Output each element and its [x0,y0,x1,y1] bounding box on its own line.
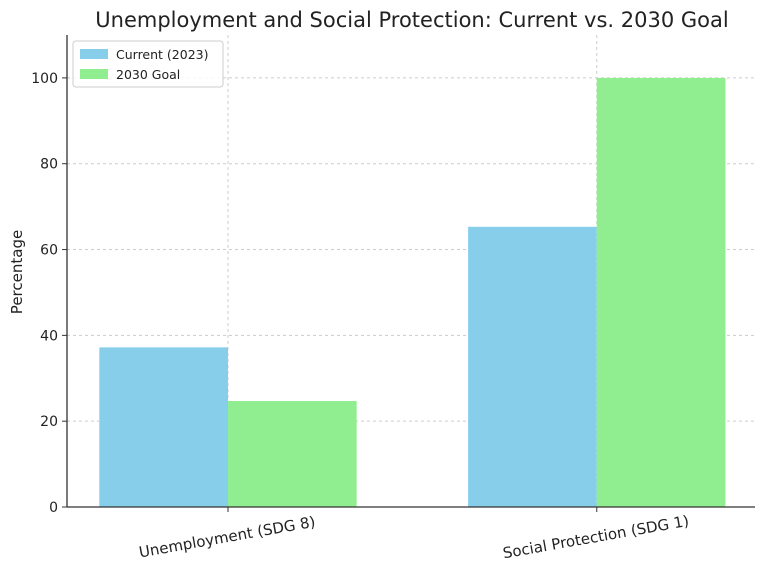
y-tick-label: 60 [40,243,58,259]
bar-goal-1 [596,77,726,507]
x-category-labels: Unemployment (SDG 8) Social Protection (S… [138,512,691,562]
legend: Current (2023) 2030 Goal [72,40,224,88]
y-tick-label: 0 [49,500,58,516]
y-tick-label: 80 [40,157,58,173]
legend-label: 2030 Goal [116,67,180,82]
bar-current-1 [468,226,597,507]
bar-current-0 [99,347,228,507]
chart-title: Unemployment and Social Protection: Curr… [95,8,728,32]
axes [66,35,755,508]
legend-label: Current (2023) [116,47,209,62]
legend-swatch [80,49,108,59]
y-tick-label: 100 [31,71,58,87]
y-tick-label: 40 [40,328,58,344]
bars [99,77,726,507]
y-ticks: 0 20 40 60 80 100 [31,71,598,516]
bar-goal-0 [227,401,357,507]
x-category-label: Social Protection (SDG 1) [501,512,690,562]
y-tick-label: 20 [40,414,58,430]
y-axis-label: Percentage [8,230,26,314]
legend-swatch [80,69,108,79]
x-category-label: Unemployment (SDG 8) [138,513,317,562]
legend-box [72,40,224,88]
